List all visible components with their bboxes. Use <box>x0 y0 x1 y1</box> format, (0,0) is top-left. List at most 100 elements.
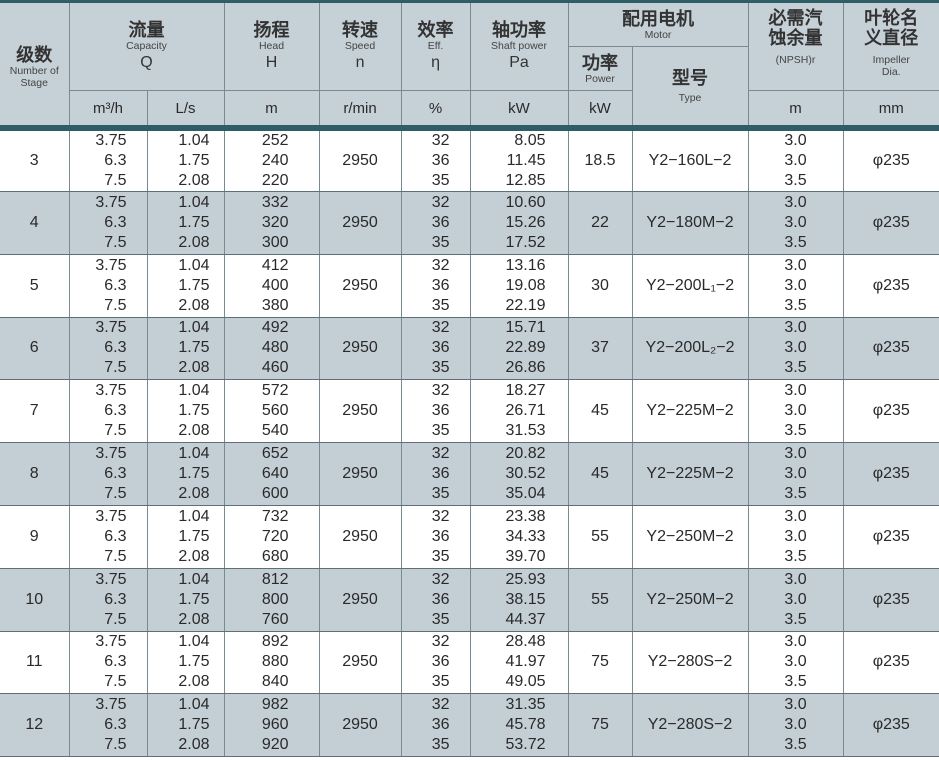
cell-value: 36 <box>431 527 450 545</box>
cell-stage: 8 <box>0 442 70 506</box>
cell-value: 3.75 <box>95 132 127 149</box>
cell-impeller-dia: φ235 <box>842 505 939 569</box>
cell-value: 812 <box>261 570 289 588</box>
cell-speed: 2950 <box>318 128 402 192</box>
cell-value: 492 <box>261 319 289 337</box>
cell-value: 1.75 <box>178 152 210 169</box>
cell-capacity-ls: 1.04 1.75 2.08 <box>146 128 225 192</box>
cell-value: 1.75 <box>178 716 210 734</box>
cell-value: 35 <box>431 296 450 314</box>
cell-value: 3.5 <box>784 673 807 691</box>
table-row: 9 3.75 6.3 7.5 1.04 1.75 2.08 732 720 680 2950 32 36… <box>0 505 939 569</box>
table-row: 10 3.75 6.3 7.5 1.04 1.75 2.08 812 800 760 2950 32 3… <box>0 568 939 632</box>
cell-head: 652 640 600 <box>223 442 320 506</box>
cell-value: 36 <box>431 716 450 734</box>
cell-value: 32 <box>431 193 450 211</box>
cell-shaft-power: 18.27 26.71 31.53 <box>469 379 569 444</box>
cell-speed: 2950 <box>318 693 402 758</box>
cell-motor-power: 55 <box>567 568 633 632</box>
cell-value: 36 <box>431 213 450 231</box>
cell-value: 44.37 <box>505 610 546 628</box>
cell-value: 36 <box>431 339 450 357</box>
cell-value: 380 <box>261 296 289 314</box>
cell-speed: 2950 <box>318 505 402 569</box>
cell-speed: 2950 <box>318 379 402 444</box>
cell-head: 492 480 460 <box>223 317 320 381</box>
cell-value: 3.0 <box>784 445 807 463</box>
cell-npsh: 3.0 3.0 3.5 <box>747 505 844 569</box>
cell-motor-power: 75 <box>567 693 633 758</box>
cell-value: 31.35 <box>505 696 546 714</box>
cell-value: 1.75 <box>178 213 210 231</box>
cell-npsh: 3.0 3.0 3.5 <box>747 693 844 758</box>
shaft-en: Shaft power <box>490 39 548 52</box>
header-head: 扬程 Head H <box>223 1 320 91</box>
cell-shaft-power: 13.16 19.08 22.19 <box>469 254 569 318</box>
cell-npsh: 3.0 3.0 3.5 <box>747 191 844 255</box>
cell-motor-power: 45 <box>567 379 633 444</box>
cell-capacity-ls: 1.04 1.75 2.08 <box>146 693 225 758</box>
cell-value: 7.5 <box>104 172 127 189</box>
cell-value: 15.71 <box>505 319 546 337</box>
cell-value: 480 <box>261 339 289 357</box>
eff-sym: η <box>431 53 440 71</box>
cell-capacity-ls: 1.04 1.75 2.08 <box>146 317 225 381</box>
cell-impeller-dia: φ235 <box>842 379 939 444</box>
cell-stage: 10 <box>0 568 70 632</box>
cell-value: 23.38 <box>505 507 546 525</box>
cell-value: 240 <box>261 152 289 169</box>
cell-motor-power: 30 <box>567 254 633 318</box>
cell-shaft-power: 23.38 34.33 39.70 <box>469 505 569 569</box>
cell-value: 840 <box>261 673 289 691</box>
cell-npsh: 3.0 3.0 3.5 <box>747 254 844 318</box>
motor-zh: 配用电机 <box>622 8 695 29</box>
cell-speed: 2950 <box>318 631 402 695</box>
cell-value: 3.0 <box>784 276 807 294</box>
cell-value: 20.82 <box>505 445 546 463</box>
cell-value: 7.5 <box>104 547 127 565</box>
motor-power-en: Power <box>585 72 615 85</box>
cell-value: 1.75 <box>178 276 210 294</box>
cell-value: 1.04 <box>178 507 210 525</box>
cell-shaft-power: 10.60 15.26 17.52 <box>469 191 569 255</box>
cell-value: 32 <box>431 382 450 400</box>
cell-value: 3.0 <box>784 527 807 545</box>
cell-value: 7.5 <box>104 485 127 503</box>
cell-value: 2.08 <box>178 547 210 565</box>
cell-value: 35 <box>431 233 450 251</box>
cell-value: 38.15 <box>505 590 546 608</box>
cell-motor-type: Y2−225M−2 <box>631 442 749 506</box>
cell-value: 3.0 <box>784 633 807 651</box>
shaft-sym: Pa <box>509 53 529 71</box>
cell-value: 800 <box>261 590 289 608</box>
cell-value: 26.86 <box>505 359 546 377</box>
cell-value: 2.08 <box>178 233 210 251</box>
cell-value: 32 <box>431 507 450 525</box>
table-row: 7 3.75 6.3 7.5 1.04 1.75 2.08 572 560 540 2950 32 36… <box>0 379 939 444</box>
unit-eff: % <box>400 90 471 131</box>
head-en: Head <box>258 39 285 52</box>
cell-value: 6.3 <box>104 213 127 231</box>
cell-value: 32 <box>431 570 450 588</box>
cell-shaft-power: 28.48 41.97 49.05 <box>469 631 569 695</box>
cell-value: 2.08 <box>178 610 210 628</box>
cell-capacity-ls: 1.04 1.75 2.08 <box>146 379 225 444</box>
cell-value: 10.60 <box>505 193 546 211</box>
cell-value: 1.75 <box>178 402 210 420</box>
cell-value: 3.0 <box>784 653 807 671</box>
cell-value: 3.5 <box>784 422 807 440</box>
cell-value: 3.0 <box>784 152 807 169</box>
cell-value: 3.75 <box>95 193 127 211</box>
unit-motor-power: kW <box>567 90 633 131</box>
cell-value: 7.5 <box>104 233 127 251</box>
cell-value: 1.04 <box>178 132 210 149</box>
cell-value: 2.08 <box>178 172 210 189</box>
cell-value: 26.71 <box>505 402 546 420</box>
cell-eff: 32 36 35 <box>400 631 471 695</box>
cell-value: 22.19 <box>505 296 546 314</box>
cell-capacity-ls: 1.04 1.75 2.08 <box>146 631 225 695</box>
cell-value: 11.45 <box>506 152 546 169</box>
cell-value: 3.75 <box>95 696 127 714</box>
cell-value: 15.26 <box>505 213 546 231</box>
cell-motor-type: Y2−280S−2 <box>631 631 749 695</box>
